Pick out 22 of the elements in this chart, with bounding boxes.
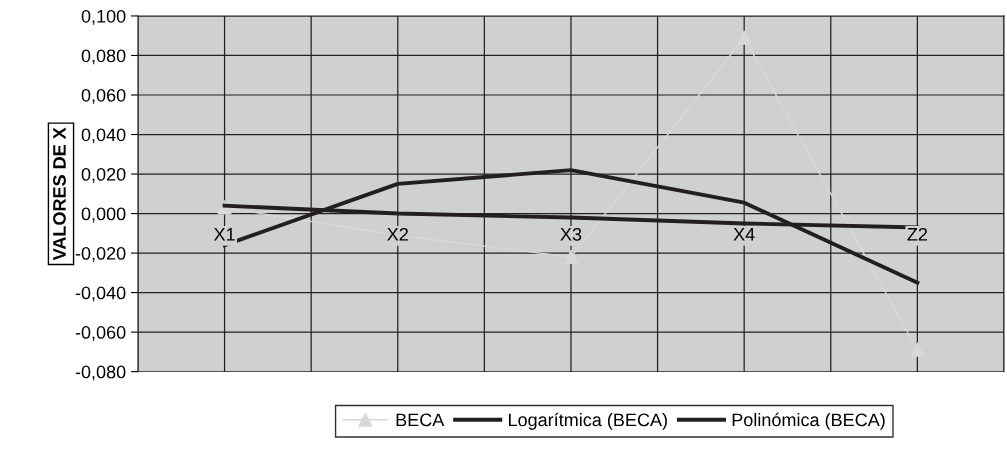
y-axis-title: VALORES DE X (53, 127, 66, 261)
y-tick-label: -0,060 (75, 326, 126, 341)
y-tick-label: 0,080 (81, 49, 126, 65)
legend-label: Logarítmica (BECA) (508, 412, 667, 430)
legend-label: BECA (396, 413, 445, 427)
point (910, 342, 925, 357)
x-tick-label: X1 (213, 228, 235, 241)
y-tick-label: 0,020 (81, 167, 126, 183)
y-tick-label: -0,020 (75, 247, 126, 262)
x-tick-label: Z2 (907, 227, 928, 241)
x-tick-label: X2 (387, 227, 408, 241)
y-tick-label: 0,060 (81, 88, 126, 104)
y-tick-label: 0,000 (81, 207, 126, 223)
x-tick-label: X4 (733, 228, 755, 241)
point (737, 30, 752, 45)
legend-label: Polinómica (BECA) (732, 412, 885, 430)
point (564, 250, 578, 264)
y-tick-label: -0,040 (75, 286, 126, 302)
y-tick-label: -0,080 (75, 365, 126, 381)
x-tick-label: X3 (560, 227, 582, 241)
y-tick-label: 0,100 (81, 9, 126, 25)
y-tick-label: 0,040 (81, 128, 126, 144)
